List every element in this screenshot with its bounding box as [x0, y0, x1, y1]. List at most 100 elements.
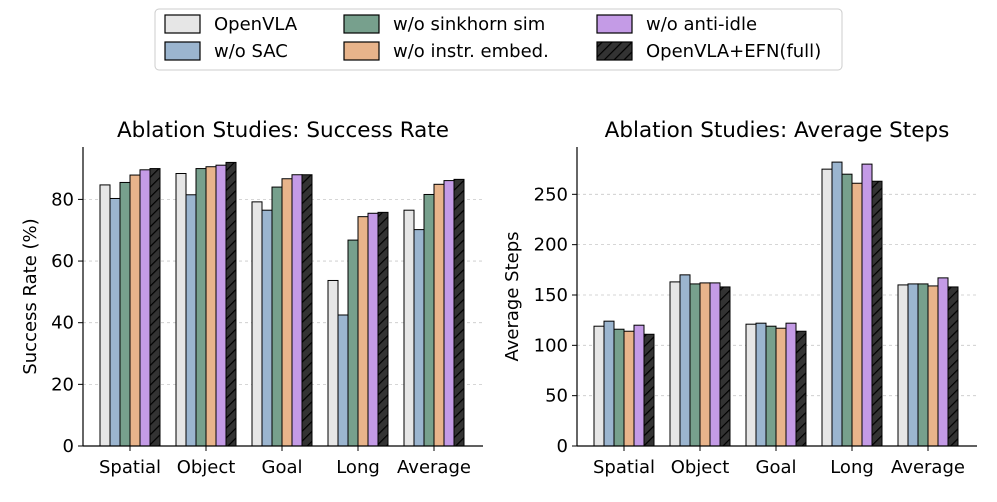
- bar-spatial-openvla-efn-full: [149, 168, 161, 447]
- legend-swatch: [164, 41, 201, 61]
- bar-object-w-o-instr-embed: [205, 166, 217, 447]
- bar-long-w-o-sinkhorn-sim: [347, 239, 359, 447]
- bar-object-openvla-efn-full: [719, 286, 731, 447]
- bar-object-w-o-sinkhorn-sim: [195, 168, 207, 447]
- bar-average-openvla: [403, 209, 415, 447]
- bar-long-w-o-instr-embed: [357, 216, 369, 447]
- bar-long-w-o-sinkhorn-sim: [841, 173, 853, 447]
- legend-label: OpenVLA+EFN(full): [646, 41, 821, 62]
- bar-object-w-o-sinkhorn-sim: [689, 283, 701, 447]
- chart-average-steps: Spatial Object Goal Long Average 0 50 100 150 200…: [502, 118, 977, 478]
- legend-label: w/o anti-idle: [646, 14, 757, 35]
- bar-spatial-w-o-instr-embed: [623, 330, 635, 447]
- bar-average-w-o-anti-idle: [937, 277, 949, 447]
- bar-long-w-o-instr-embed: [851, 182, 863, 447]
- y-axis-label: Average Steps: [502, 232, 523, 362]
- bar-average-openvla: [897, 284, 909, 447]
- legend-swatch: [596, 14, 633, 34]
- legend-swatch: [343, 41, 380, 61]
- bar-goal-w-o-sinkhorn-sim: [765, 325, 777, 447]
- chart-success-rate: Spatial Object Goal Long Average 0 20 40 60 80 Suc…: [20, 118, 483, 478]
- legend-item-w-o-sinkhorn-sim: w/o sinkhorn sim: [343, 14, 545, 35]
- bar-goal-w-o-anti-idle: [291, 174, 303, 447]
- chart-title: Ablation Studies: Average Steps: [605, 118, 950, 143]
- bar-goal-w-o-instr-embed: [775, 327, 787, 447]
- y-tick-label: 60: [51, 251, 74, 272]
- bar-long-openvla-efn-full: [377, 211, 389, 447]
- legend-swatch: [164, 14, 201, 34]
- x-tick-label-spatial: Spatial: [99, 457, 161, 478]
- bar-spatial-openvla: [99, 184, 111, 447]
- legend-label: OpenVLA: [214, 14, 298, 35]
- bar-spatial-openvla: [593, 325, 605, 447]
- bar-goal-openvla-efn-full: [795, 330, 807, 447]
- bar-object-openvla: [669, 281, 681, 447]
- y-tick-label: 250: [534, 184, 568, 205]
- bar-spatial-w-o-sac: [603, 320, 615, 447]
- bar-average-w-o-sinkhorn-sim: [423, 193, 435, 447]
- x-tick-label-long: Long: [336, 457, 380, 478]
- bar-goal-w-o-sac: [755, 322, 767, 447]
- legend-swatch: [596, 41, 633, 61]
- bar-object-w-o-anti-idle: [215, 164, 227, 447]
- bar-average-openvla-efn-full: [453, 178, 465, 447]
- y-axis-label: Success Rate (%): [20, 218, 41, 374]
- bar-goal-openvla: [745, 323, 757, 447]
- legend: OpenVLA w/o SAC w/o sinkhorn sim w/o instr.…: [154, 8, 843, 71]
- bar-spatial-w-o-sinkhorn-sim: [119, 181, 131, 447]
- bar-average-w-o-sac: [413, 229, 425, 447]
- bar-long-openvla: [327, 279, 339, 447]
- bar-spatial-w-o-anti-idle: [139, 169, 151, 447]
- x-tick-label-object: Object: [177, 457, 236, 478]
- bar-object-openvla-efn-full: [225, 161, 237, 447]
- bar-long-w-o-sac: [337, 314, 349, 447]
- y-tick-label: 40: [51, 313, 74, 334]
- x-tick-label-spatial: Spatial: [593, 457, 655, 478]
- y-tick-label: 150: [534, 285, 568, 306]
- chart-title: Ablation Studies: Success Rate: [117, 118, 449, 143]
- x-tick-label-goal: Goal: [262, 457, 303, 478]
- legend-item-openvla-efn-full: OpenVLA+EFN(full): [596, 41, 821, 62]
- bar-long-w-o-sac: [831, 161, 843, 447]
- legend-swatch: [343, 14, 380, 34]
- legend-frame: [154, 8, 843, 71]
- bar-spatial-w-o-instr-embed: [129, 174, 141, 447]
- y-tick-label: 80: [51, 189, 74, 210]
- x-tick-label-object: Object: [671, 457, 730, 478]
- y-tick-label: 50: [545, 386, 568, 407]
- legend-label: w/o SAC: [214, 41, 288, 62]
- legend-item-openvla: OpenVLA: [164, 14, 298, 35]
- bar-goal-w-o-anti-idle: [785, 322, 797, 447]
- y-tick-label: 200: [534, 235, 568, 256]
- x-tick-label-average: Average: [397, 457, 471, 478]
- bar-long-openvla-efn-full: [871, 180, 883, 447]
- bar-goal-w-o-sinkhorn-sim: [271, 186, 283, 447]
- bar-average-w-o-instr-embed: [433, 183, 445, 447]
- bar-goal-w-o-instr-embed: [281, 178, 293, 447]
- y-tick-label: 20: [51, 374, 74, 395]
- bar-long-w-o-anti-idle: [861, 163, 873, 447]
- bar-spatial-w-o-sac: [109, 197, 121, 447]
- bar-goal-w-o-sac: [261, 209, 273, 447]
- legend-label: w/o instr. embed.: [393, 41, 549, 62]
- legend-label: w/o sinkhorn sim: [393, 14, 545, 35]
- bar-object-w-o-sac: [679, 274, 691, 447]
- legend-item-w-o-sac: w/o SAC: [164, 41, 288, 62]
- bar-object-w-o-instr-embed: [699, 282, 711, 447]
- bar-object-w-o-sac: [185, 194, 197, 447]
- legend-item-w-o-anti-idle: w/o anti-idle: [596, 14, 757, 35]
- x-tick-label-long: Long: [830, 457, 874, 478]
- bar-object-openvla: [175, 173, 187, 447]
- bar-spatial-openvla-efn-full: [643, 333, 655, 447]
- y-tick-label: 0: [63, 436, 74, 457]
- bar-object-w-o-anti-idle: [709, 282, 721, 447]
- bar-average-w-o-anti-idle: [443, 180, 455, 447]
- bar-long-openvla: [821, 168, 833, 447]
- bar-average-w-o-instr-embed: [927, 285, 939, 447]
- bar-goal-openvla: [251, 201, 263, 447]
- bar-average-w-o-sinkhorn-sim: [917, 283, 929, 447]
- bar-long-w-o-anti-idle: [367, 212, 379, 447]
- bar-spatial-w-o-anti-idle: [633, 324, 645, 447]
- legend-item-w-o-instr-embed: w/o instr. embed.: [343, 41, 549, 62]
